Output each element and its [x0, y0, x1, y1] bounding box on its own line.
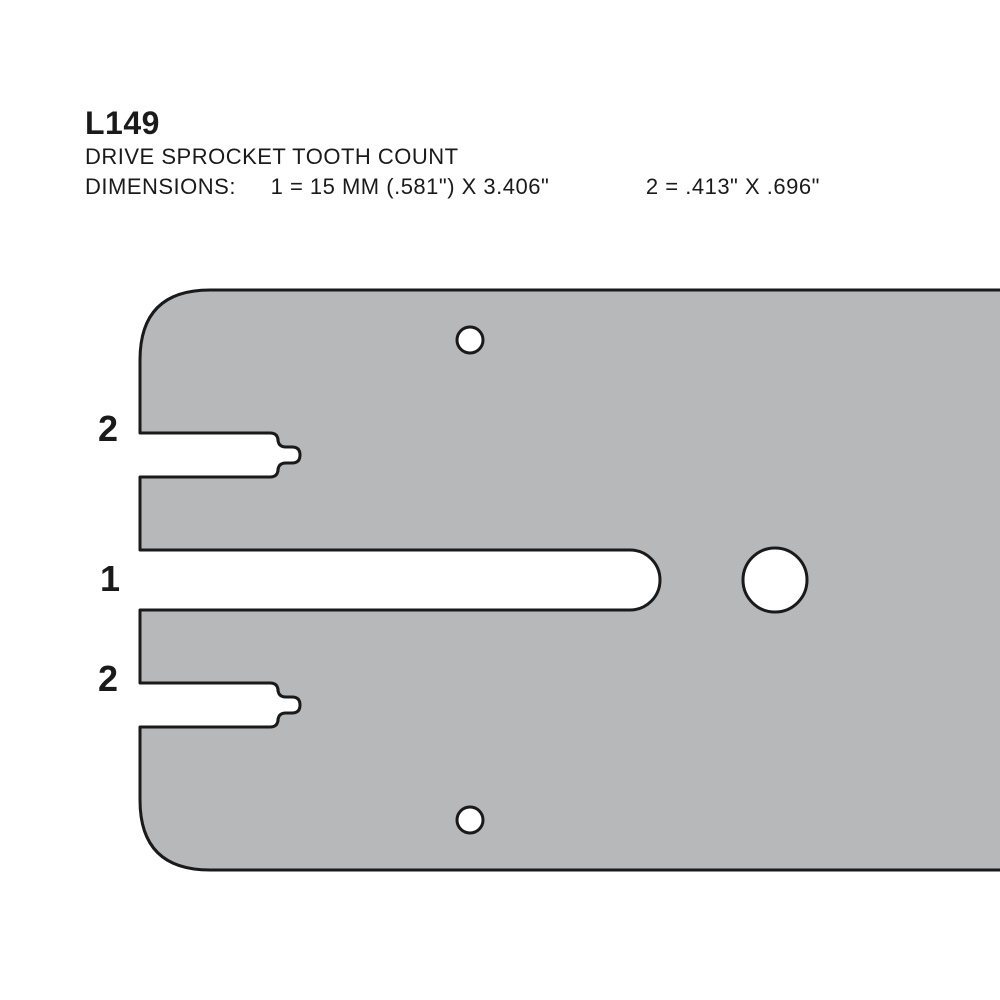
header-block: L149 DRIVE SPROCKET TOOTH COUNT DIMENSIO… [85, 105, 820, 200]
dimensions-row: DIMENSIONS: 1 = 15 MM (.581") X 3.406" 2… [85, 174, 820, 200]
model-number: L149 [85, 105, 820, 142]
dimension-1: 1 = 15 MM (.581") X 3.406" [271, 174, 550, 200]
callout-slot-1: 1 [100, 558, 120, 600]
dimension-2: 2 = .413" X .696" [646, 174, 820, 200]
bar-mount-diagram [0, 260, 1000, 900]
callout-slot-2-top: 2 [98, 408, 118, 450]
callout-slot-2-bottom: 2 [98, 658, 118, 700]
subtitle: DRIVE SPROCKET TOOTH COUNT [85, 144, 820, 170]
diagram: 2 1 2 [0, 260, 1000, 900]
dimensions-label: DIMENSIONS: [85, 174, 236, 200]
